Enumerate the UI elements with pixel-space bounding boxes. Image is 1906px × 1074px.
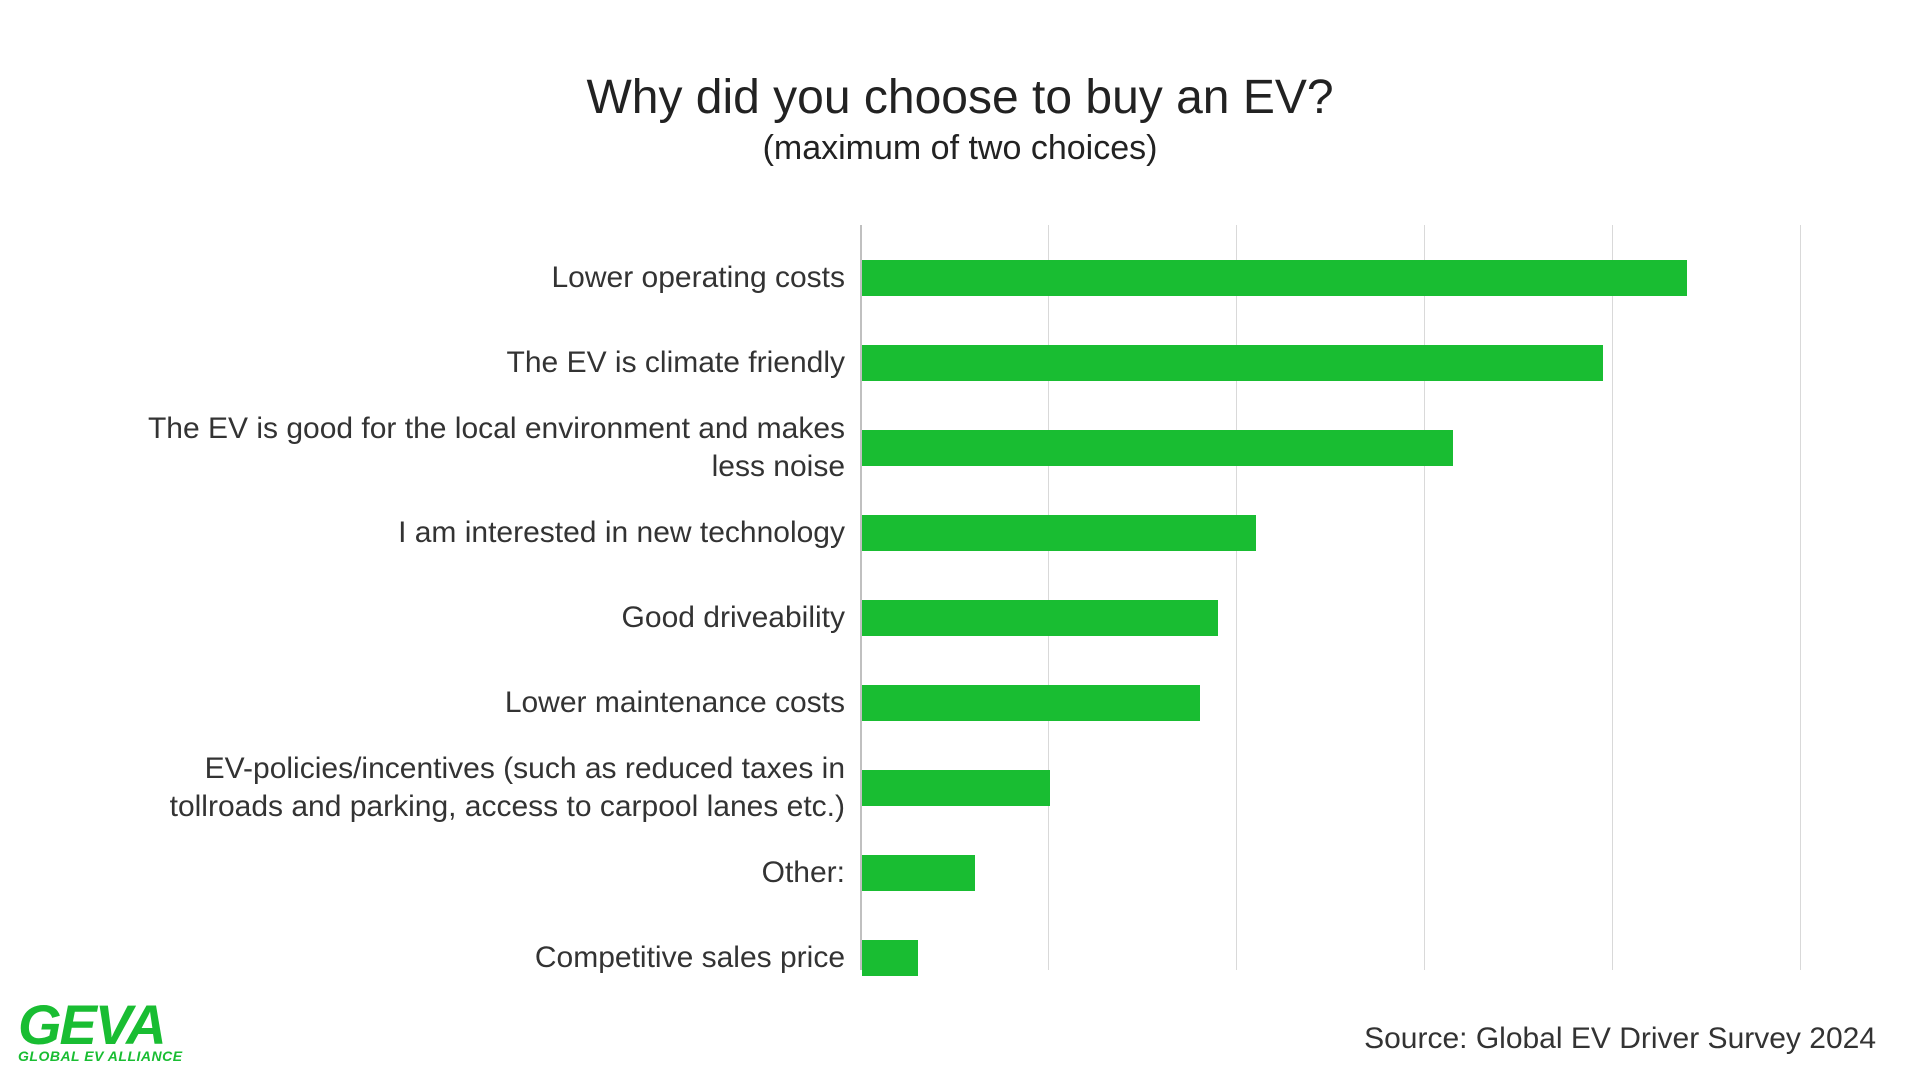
category-label: Lower maintenance costs: [505, 684, 845, 722]
bar-row: [862, 320, 1800, 405]
category-label: EV-policies/incentives (such as reduced …: [100, 750, 845, 825]
category-label-row: I am interested in new technology: [100, 490, 845, 575]
chart-container: Why did you choose to buy an EV? (maximu…: [100, 70, 1820, 168]
bar-row: [862, 745, 1800, 830]
bar: [862, 515, 1256, 551]
category-labels: Lower operating costs The EV is climate f…: [100, 235, 845, 1000]
category-label-row: The EV is climate friendly: [100, 320, 845, 405]
category-label-row: The EV is good for the local environment…: [100, 405, 845, 490]
category-label-row: EV-policies/incentives (such as reduced …: [100, 745, 845, 830]
bar: [862, 430, 1453, 466]
bar: [862, 940, 918, 976]
category-label-row: Lower maintenance costs: [100, 660, 845, 745]
bar: [862, 260, 1687, 296]
category-label: Competitive sales price: [535, 939, 845, 977]
logo-subtext: GLOBAL EV ALLIANCE: [18, 1048, 238, 1064]
chart-title: Why did you choose to buy an EV?: [100, 70, 1820, 125]
category-label: Good driveability: [622, 599, 845, 637]
bar-row: [862, 490, 1800, 575]
category-label-row: Good driveability: [100, 575, 845, 660]
bar: [862, 345, 1603, 381]
geva-logo: GEVA GLOBAL EV ALLIANCE: [18, 1000, 238, 1064]
bar: [862, 770, 1050, 806]
bar-row: [862, 830, 1800, 915]
bar: [862, 600, 1218, 636]
bars-group: [862, 235, 1800, 1000]
bar-row: [862, 405, 1800, 490]
category-label: I am interested in new technology: [398, 514, 845, 552]
source-attribution: Source: Global EV Driver Survey 2024: [1364, 1022, 1876, 1056]
plot-area: [860, 225, 1800, 995]
bar-row: [862, 660, 1800, 745]
category-label-row: Lower operating costs: [100, 235, 845, 320]
logo-text: GEVA: [18, 1000, 238, 1050]
bar-row: [862, 915, 1800, 1000]
category-label-row: Other:: [100, 830, 845, 915]
category-label: Other:: [762, 854, 845, 892]
grid-line: [1800, 225, 1801, 970]
chart-subtitle: (maximum of two choices): [100, 129, 1820, 168]
category-label-row: Competitive sales price: [100, 915, 845, 1000]
bar-row: [862, 235, 1800, 320]
bar-row: [862, 575, 1800, 660]
bar: [862, 685, 1200, 721]
category-label: The EV is climate friendly: [507, 344, 845, 382]
category-label: The EV is good for the local environment…: [100, 410, 845, 485]
bar: [862, 855, 975, 891]
category-label: Lower operating costs: [552, 259, 846, 297]
